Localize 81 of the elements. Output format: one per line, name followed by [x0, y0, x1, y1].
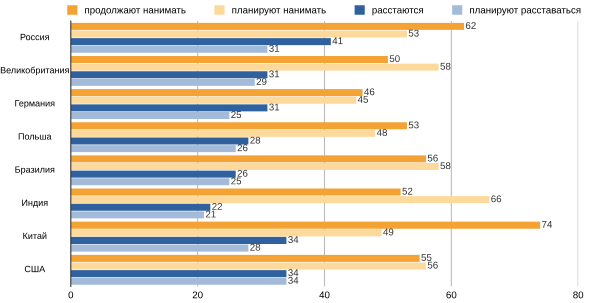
data-label: 21: [206, 210, 216, 218]
bar: [70, 56, 388, 63]
y-tick-label: Индия: [22, 200, 48, 208]
data-label: 55: [421, 254, 432, 261]
data-label: 74: [542, 221, 552, 228]
bar: [70, 262, 426, 270]
data-label: 52: [402, 188, 412, 195]
data-label: 31: [269, 70, 280, 78]
x-tick-label: 0: [68, 291, 74, 298]
y-tick-label: Великобритания: [0, 66, 69, 76]
data-label: 25: [231, 111, 242, 118]
data-label: 22: [212, 203, 222, 210]
y-tick-label: Польша: [18, 133, 52, 140]
bar: [70, 112, 230, 119]
data-label: 26: [238, 170, 248, 177]
data-label: 34: [288, 236, 298, 244]
x-tick-label: 80: [573, 291, 584, 298]
data-label: 58: [440, 62, 450, 70]
bar: [70, 254, 420, 262]
bar: [70, 204, 210, 211]
data-label: 62: [466, 22, 476, 29]
data-label: 56: [428, 154, 438, 162]
bar: [70, 38, 331, 46]
bar: [70, 155, 426, 162]
bar: [70, 78, 255, 86]
bar: [70, 30, 407, 38]
data-label: 29: [256, 78, 266, 85]
data-label: 28: [250, 136, 260, 144]
legend-label: планируют расставаться: [470, 8, 580, 16]
data-label: 66: [491, 195, 502, 202]
legend-label: расстаются: [372, 8, 423, 16]
data-label: 28: [250, 244, 260, 251]
bar: [70, 89, 363, 96]
bar: [70, 104, 268, 112]
data-label: 34: [288, 269, 298, 276]
data-label: 25: [231, 178, 242, 184]
bar: [70, 244, 248, 252]
bar: [70, 211, 204, 218]
data-label: 53: [408, 30, 419, 37]
bar: [70, 163, 439, 170]
legend-label: планируют нанимать: [232, 8, 326, 16]
bar: [70, 178, 230, 186]
bar: [70, 71, 268, 78]
bar: [70, 270, 286, 278]
bar: [70, 188, 401, 196]
x-tick-label: 20: [192, 291, 203, 298]
y-tick-label: США: [24, 266, 46, 272]
data-label: 31: [269, 104, 280, 110]
data-label: 45: [358, 96, 368, 103]
data-label: 46: [364, 88, 374, 96]
data-label: 41: [332, 37, 343, 44]
y-tick-label: Россия: [20, 34, 49, 40]
bar: [70, 138, 248, 145]
data-label: 34: [288, 276, 298, 284]
bar: [70, 64, 439, 71]
bar: [70, 22, 464, 30]
bar: [70, 46, 268, 53]
data-label: 49: [383, 228, 394, 236]
bar: [70, 170, 236, 178]
bar: [70, 96, 356, 104]
x-tick-label: 60: [446, 291, 456, 298]
bar: [70, 229, 382, 236]
data-label: 56: [428, 262, 438, 269]
bar: [70, 236, 286, 244]
bar: [70, 222, 540, 229]
x-tick-label: 40: [319, 291, 330, 298]
bar: [70, 130, 376, 137]
data-label: 53: [408, 121, 419, 128]
legend-label: продолжают нанимать: [85, 8, 186, 16]
data-label: 48: [376, 129, 388, 136]
bar: [70, 278, 286, 285]
bar: [70, 122, 407, 130]
bar: [70, 196, 490, 204]
y-tick-label: Германия: [15, 100, 54, 108]
data-label: 26: [238, 144, 248, 152]
data-label: 50: [390, 55, 400, 62]
data-label: 58: [440, 162, 450, 170]
data-label: 31: [269, 44, 280, 52]
y-tick-label: Китай: [23, 232, 46, 240]
y-tick-label: Бразилия: [15, 166, 54, 175]
bar: [70, 145, 236, 152]
